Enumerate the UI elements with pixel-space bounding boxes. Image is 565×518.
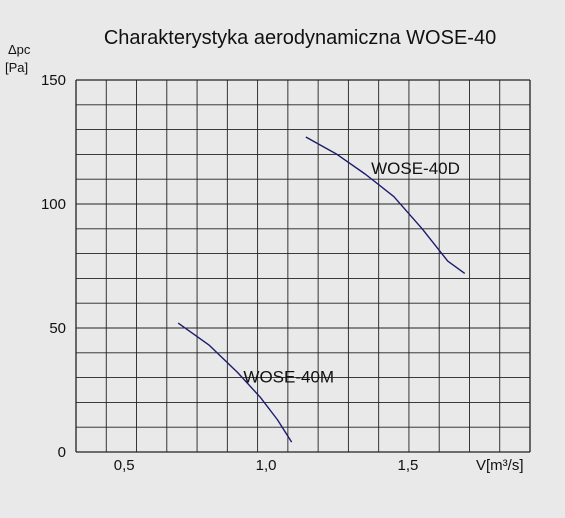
series-line-wose-40d (305, 136, 466, 275)
axis-ticks: 0,5 1,0 1,5 0 50 100 150 (41, 72, 418, 474)
series-line-wose-40m (177, 322, 293, 443)
plot-grid (75, 79, 531, 453)
x-axis-label: V[m³/s] (476, 457, 524, 474)
series-label: WOSE-40M (243, 368, 334, 387)
data-series: WOSE-40M WOSE-40D (177, 136, 466, 443)
y-tick-label: 150 (41, 72, 66, 89)
y-tick-label: 50 (49, 320, 66, 337)
y-tick-label: 0 (58, 444, 66, 461)
chart-title: Charakterystyka aerodynamiczna WOSE-40 (104, 27, 496, 49)
x-tick-label: 1,0 (256, 457, 277, 474)
y-axis-unit: [Pa] (5, 60, 28, 75)
series-label: WOSE-40D (371, 159, 460, 178)
x-tick-label: 1,5 (398, 457, 419, 474)
x-tick-label: 0,5 (114, 457, 135, 474)
y-axis-label: Δpc (8, 42, 31, 57)
y-tick-label: 100 (41, 196, 66, 213)
